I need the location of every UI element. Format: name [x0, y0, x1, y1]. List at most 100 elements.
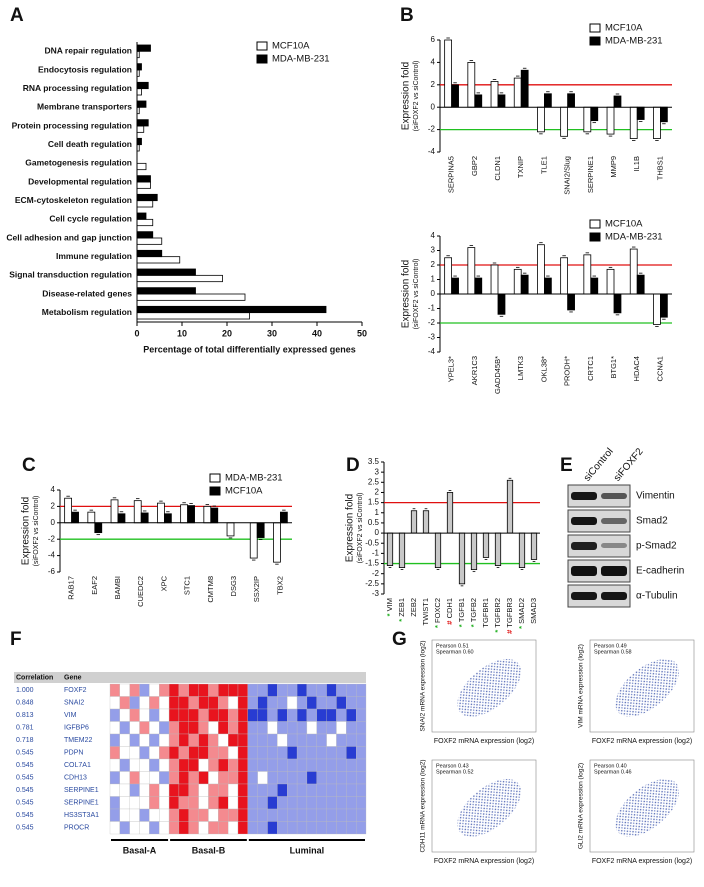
- heatmap-cell: [287, 696, 298, 710]
- y-tick-label: -2: [48, 534, 56, 543]
- legend-swatch: [256, 54, 268, 64]
- y-tick-label: -1.5: [365, 559, 379, 568]
- heatmap-cell: [287, 808, 298, 822]
- y-tick-label: -2: [372, 569, 380, 578]
- band: [571, 592, 597, 600]
- category-text: TGFBR1: [481, 598, 490, 628]
- category-text: LMTK3: [516, 356, 525, 380]
- heatmap-cell: [129, 758, 140, 772]
- y-tick-label: 1: [431, 275, 436, 284]
- x-axis-label: FOXF2 mRNA expression (log2): [592, 858, 692, 865]
- heatmap-cell: [287, 796, 298, 810]
- heatmap-cell: [109, 796, 120, 810]
- heatmap-cell: [109, 783, 120, 797]
- heatmap-cell: [178, 758, 189, 772]
- category-text: TGFB1: [457, 598, 466, 622]
- blot-strip: [567, 584, 631, 608]
- bar: [613, 95, 622, 108]
- heatmap-cell: [316, 696, 327, 710]
- y-axis-label: GLI2 mRNA expression (log2): [578, 763, 585, 849]
- heatmap-cell: [218, 721, 229, 735]
- category-label: AKR1C3: [470, 356, 479, 385]
- y-tick-label: 4: [431, 231, 436, 240]
- heatmap-cell: [129, 683, 140, 697]
- heatmap-cell: [247, 696, 258, 710]
- heatmap-cell: [178, 708, 189, 722]
- bar: [136, 162, 147, 171]
- category-label: CMTM8: [206, 576, 215, 603]
- heatmap-cell: [119, 721, 130, 735]
- heatmap-cell: [198, 733, 209, 747]
- y-tick-label: 3: [431, 246, 436, 255]
- y-tick-label: 0: [375, 528, 380, 537]
- heatmap-cell: [287, 783, 298, 797]
- correlation-cell: 0.545: [16, 775, 34, 782]
- heatmap-cell: [129, 746, 140, 760]
- bar: [434, 532, 442, 568]
- heatmap-cell: [188, 821, 199, 835]
- y-tick-label: -4: [428, 347, 436, 356]
- heatmap-cell: [316, 796, 327, 810]
- correlation-cell: 0.718: [16, 737, 34, 744]
- category-label: SMAD3: [529, 598, 538, 624]
- heatmap-cell: [159, 821, 170, 835]
- category-text: VIM: [385, 598, 394, 611]
- heatmap-cell: [237, 708, 248, 722]
- heatmap-cell: [306, 746, 317, 760]
- heatmap-cell: [247, 783, 258, 797]
- bar: [136, 218, 154, 227]
- heatmap-cell: [109, 721, 120, 735]
- heatmap-cell: [296, 808, 308, 822]
- gene-cell: HS3ST3A1: [64, 812, 99, 819]
- heatmap-cell: [168, 721, 180, 735]
- heatmap-cell: [198, 746, 209, 760]
- heatmap-cell: [208, 733, 219, 747]
- bar: [136, 212, 147, 220]
- heatmap-cell: [218, 783, 229, 797]
- heatmap-cell: [296, 758, 308, 772]
- bar: [110, 499, 119, 524]
- heatmap-cell: [139, 796, 150, 810]
- heatmap-cell: [326, 783, 337, 797]
- category-text: TGFBR3: [505, 598, 514, 628]
- legend-swatch: [589, 36, 601, 46]
- protein-label: α-Tubulin: [636, 591, 678, 602]
- heatmap-cell: [198, 758, 209, 772]
- y-tick-label: 6: [431, 35, 436, 44]
- heatmap-cell: [306, 758, 317, 772]
- category-text: SERPINA5: [447, 156, 456, 193]
- heatmap-cell: [129, 796, 140, 810]
- heatmap-cell: [109, 696, 120, 710]
- blot-strip: [567, 484, 631, 508]
- heatmap-cell: [277, 746, 288, 760]
- heatmap-cell: [316, 721, 327, 735]
- heatmap-cell: [168, 758, 180, 772]
- bar: [518, 532, 526, 568]
- heatmap-cell: [188, 771, 199, 785]
- heatmap-cell: [287, 733, 298, 747]
- category-label: XPC: [159, 575, 168, 591]
- bar: [94, 522, 103, 534]
- bar: [136, 312, 250, 320]
- gene-cell: FOXF2: [64, 687, 87, 694]
- bar: [590, 106, 599, 122]
- bar: [136, 81, 149, 90]
- y-axis-label: VIM mRNA expression (log2): [578, 644, 585, 728]
- heatmap-cell: [198, 821, 209, 835]
- heatmap-cell: [228, 721, 239, 735]
- heatmap-cell: [188, 746, 199, 760]
- bar: [249, 522, 258, 559]
- heatmap-cell: [159, 733, 170, 747]
- gene-cell: IGFBP6: [64, 725, 89, 732]
- point-cloud: [457, 779, 522, 837]
- heatmap-cell: [159, 746, 170, 760]
- y-tick-label: 1: [375, 508, 380, 517]
- heatmap-cell: [168, 821, 180, 835]
- heatmap-cell: [356, 771, 367, 785]
- heatmap-cell: [119, 696, 130, 710]
- group-label: Luminal: [290, 845, 325, 855]
- heatmap-cell: [208, 808, 219, 822]
- heatmap-cell: [267, 783, 278, 797]
- bar: [494, 532, 502, 566]
- legend-label: MDA-MB-231: [605, 36, 663, 47]
